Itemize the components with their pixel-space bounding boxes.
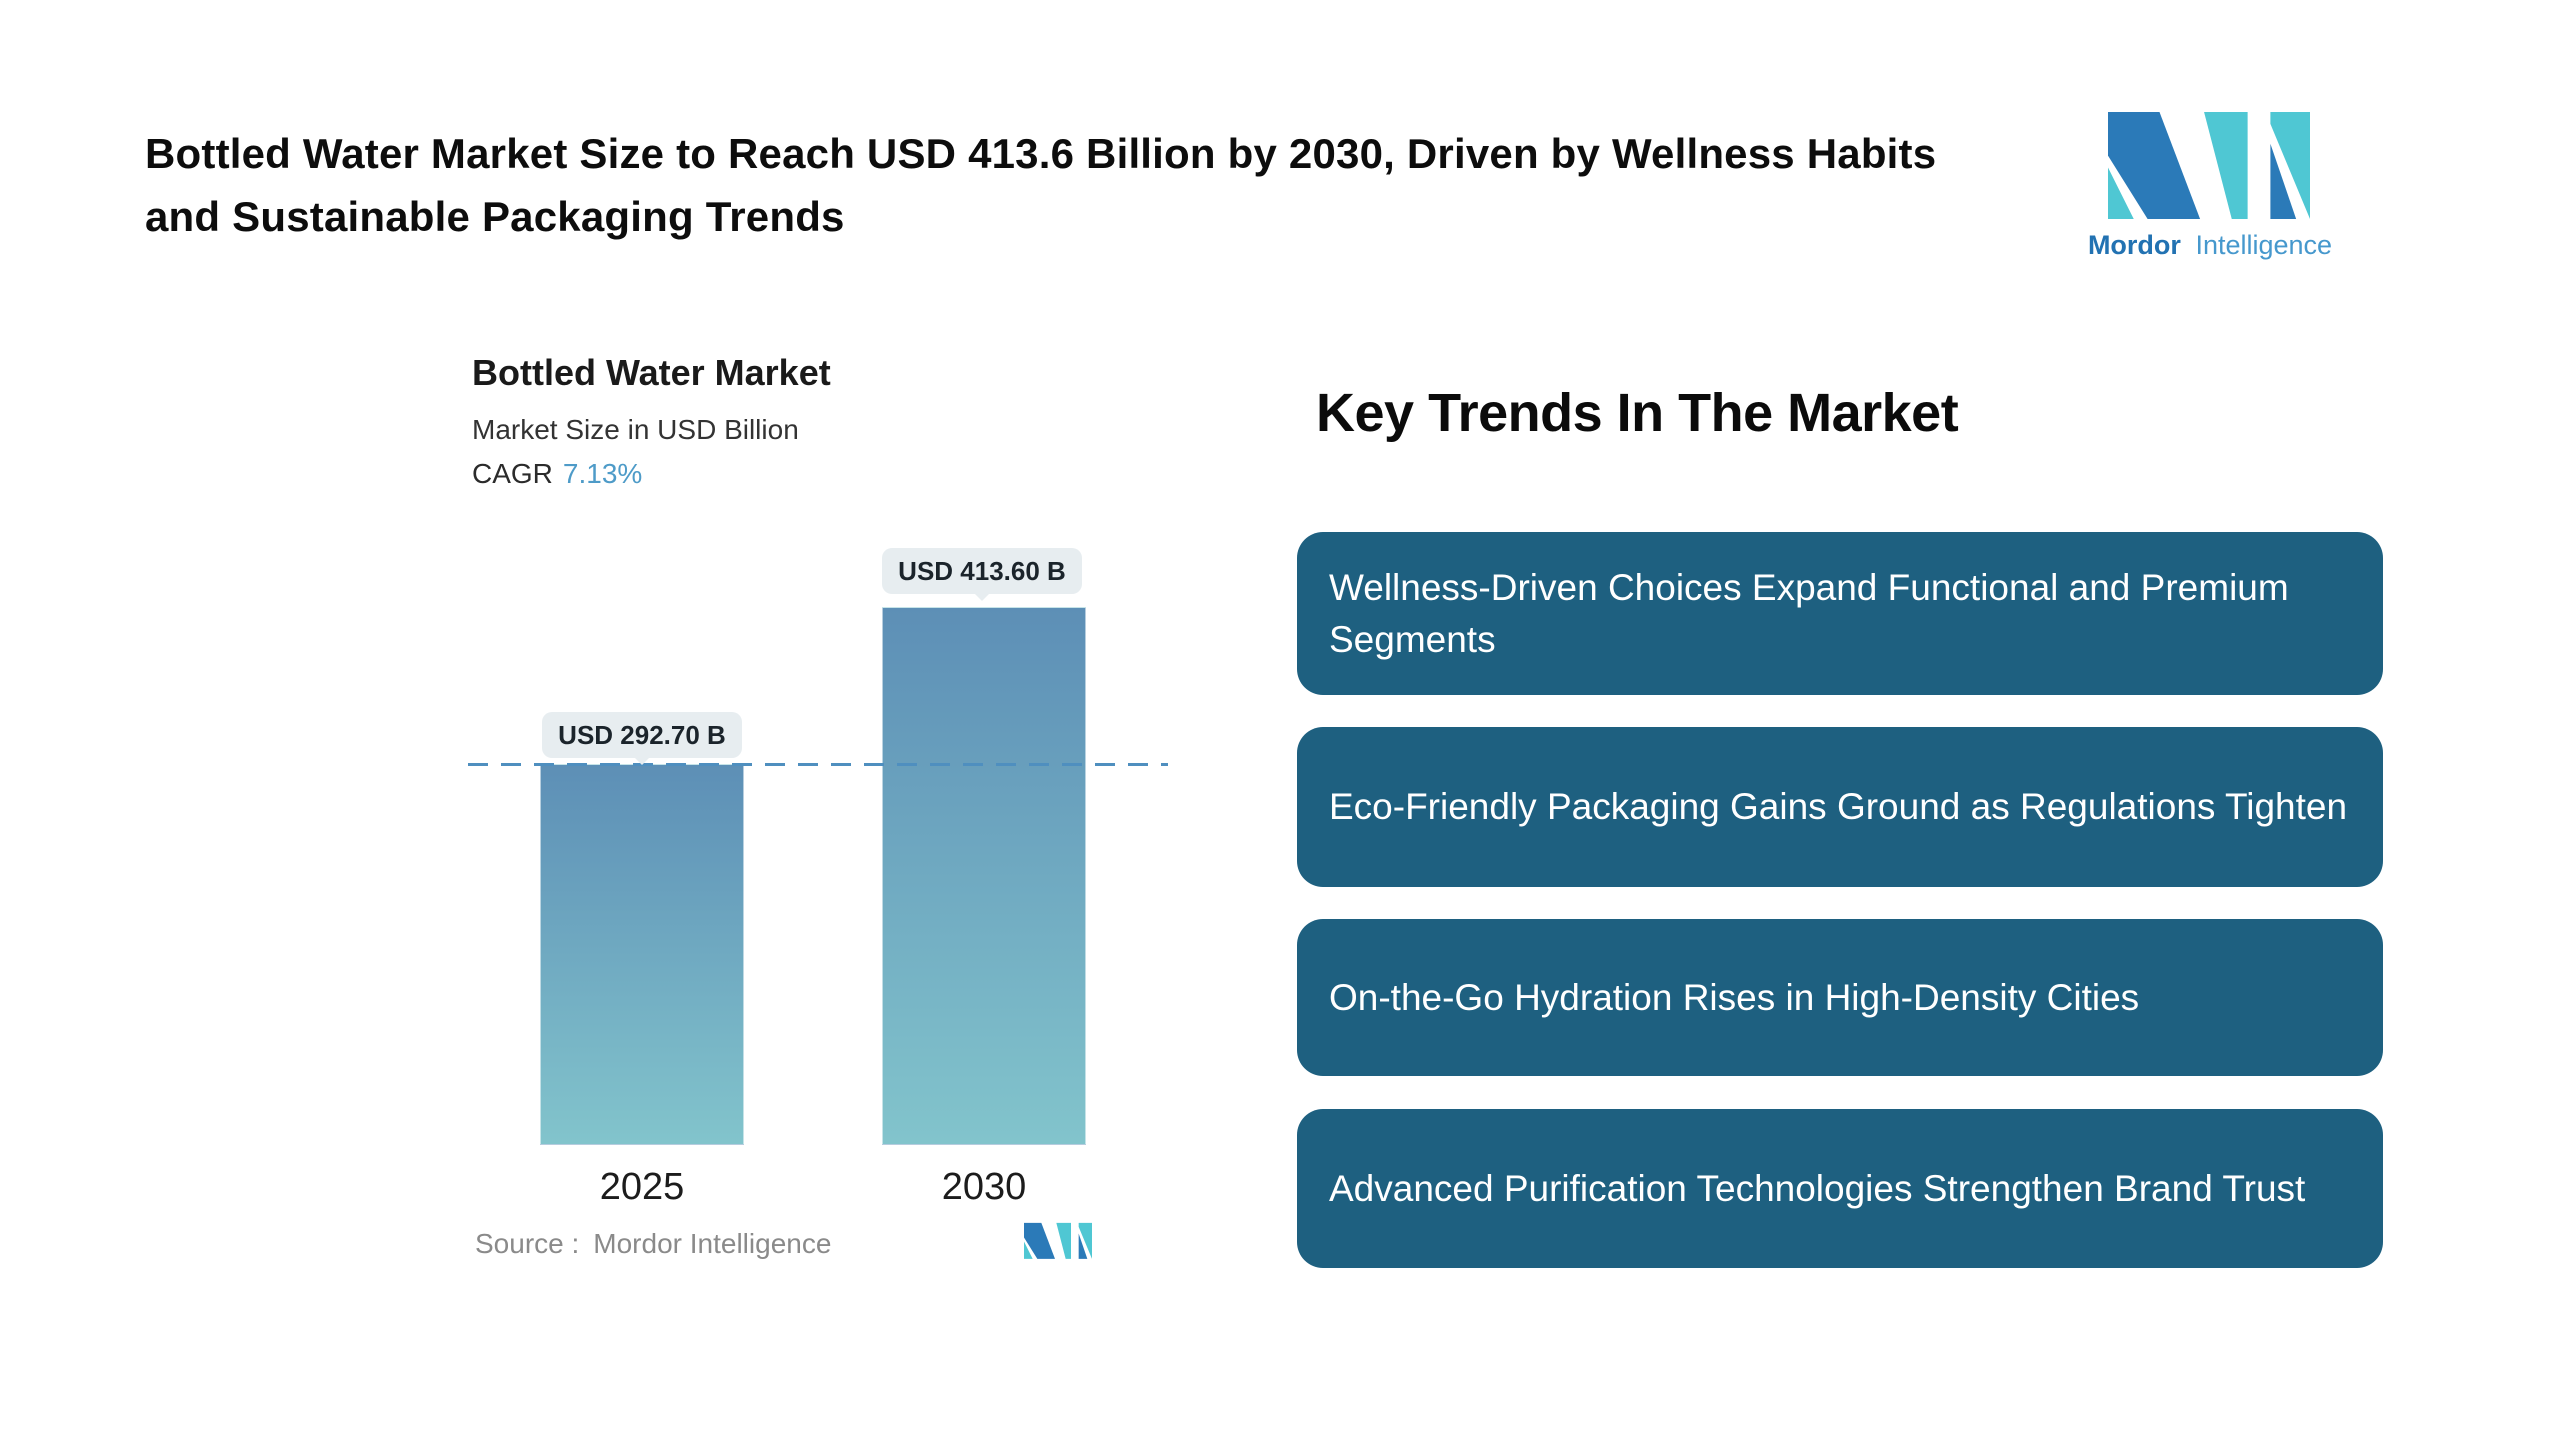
source-line: Source : Mordor Intelligence [475, 1228, 831, 1260]
chart-title: Bottled Water Market [472, 352, 831, 393]
value-callout-2030: USD 413.60 B [882, 548, 1082, 594]
trend-card-text: Eco-Friendly Packaging Gains Ground as R… [1329, 786, 2348, 828]
logo-teal-corner-shape [2108, 167, 2134, 219]
trend-card-eco-packaging: Eco-Friendly Packaging Gains Ground as R… [1297, 727, 2383, 887]
cagr-value: 7.13% [562, 458, 643, 489]
brand-name-primary: Mordor [2087, 230, 2181, 260]
logo-teal-right-shape [2270, 112, 2310, 219]
logo-blue-right-shape [2270, 143, 2297, 219]
trend-card-hydration: On-the-Go Hydration Rises in High-Densit… [1297, 919, 2383, 1076]
source-brand-mark-icon [1024, 1222, 1092, 1259]
main-title-line-2: and Sustainable Packaging Trends [145, 193, 845, 240]
brand-name-secondary: Intelligence [2195, 230, 2333, 260]
brand-wordmark: Mordor Intelligence [2080, 230, 2340, 261]
x-axis-label-2030: 2030 [941, 1166, 1027, 1208]
chart-cagr-row: CAGR 7.13% [472, 458, 642, 490]
source-value: Mordor Intelligence [593, 1228, 832, 1259]
trend-card-text: On-the-Go Hydration Rises in High-Densit… [1329, 976, 2140, 1018]
trend-card-purification: Advanced Purification Technologies Stren… [1297, 1109, 2383, 1268]
trend-card-text: Wellness-Driven Choices Expand Functiona… [1329, 566, 2289, 660]
key-trends-heading: Key Trends In The Market [1316, 383, 1959, 443]
trend-card-wellness: Wellness-Driven Choices Expand Functiona… [1297, 532, 2383, 695]
value-callout-2025: USD 292.70 B [542, 712, 742, 758]
source-label: Source : [475, 1228, 580, 1259]
chart-subtitle: Market Size in USD Billion [472, 414, 799, 445]
bar-2025 [540, 764, 744, 1145]
x-axis-label-2025: 2025 [599, 1166, 685, 1208]
cagr-label: CAGR [472, 458, 553, 489]
logo-blue-band-shape [2108, 112, 2201, 219]
logo-teal-mid-shape [2204, 112, 2248, 219]
reference-dashed-line [468, 763, 1168, 766]
value-label-2030: USD 413.60 B [898, 555, 1066, 586]
value-label-2025: USD 292.70 B [558, 719, 726, 750]
trend-card-text: Advanced Purification Technologies Stren… [1329, 1167, 2306, 1209]
main-title-line-1: Bottled Water Market Size to Reach USD 4… [145, 130, 1937, 177]
main-title: Bottled Water Market Size to Reach USD 4… [145, 122, 1936, 248]
mordor-intelligence-mark-icon [2108, 112, 2310, 219]
bar-2030 [882, 607, 1086, 1145]
